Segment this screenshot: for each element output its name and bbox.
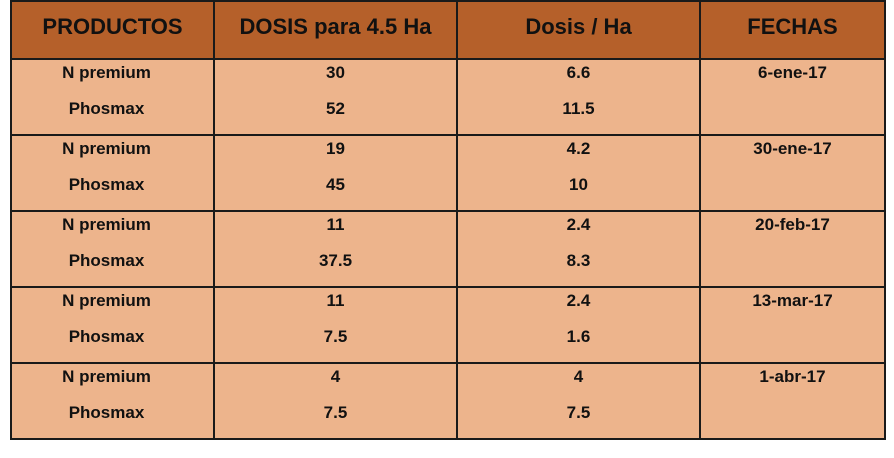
product-name: N premium [62, 63, 151, 82]
dose-total-value: 11 [326, 215, 345, 234]
header-row: PRODUCTOS DOSIS para 4.5 Ha Dosis / Ha F… [10, 0, 886, 60]
date-cell: 1-abr-17 [699, 362, 886, 440]
header-label: DOSIS para 4.5 Ha [239, 14, 432, 39]
date-cell: 13-mar-17 [699, 286, 886, 364]
dose-per-ha-value: 4.2 [566, 139, 591, 158]
dose-total-value: 7.5 [323, 327, 348, 346]
products-cell: N premium Phosmax [10, 210, 215, 288]
dose-total-cell: 30 52 [213, 58, 458, 136]
date-cell: 6-ene-17 [699, 58, 886, 136]
header-productos: PRODUCTOS [10, 0, 215, 60]
table-row: N premium Phosmax 11 7.5 2.4 1.6 13-mar-… [10, 286, 886, 364]
dose-total-value: 52 [326, 99, 345, 118]
date-value: 20-feb-17 [755, 215, 830, 234]
table-row: N premium Phosmax 4 7.5 4 7.5 1-abr-17 [10, 362, 886, 440]
dose-total-value: 11 [326, 291, 345, 310]
product-name: Phosmax [68, 251, 145, 270]
dose-total-cell: 19 45 [213, 134, 458, 212]
header-label: PRODUCTOS [42, 14, 183, 39]
dose-total-value: 19 [326, 139, 345, 158]
dose-per-ha-value: 4 [573, 367, 584, 386]
product-name: Phosmax [68, 403, 145, 422]
header-fechas: FECHAS [699, 0, 886, 60]
header-dosis-total: DOSIS para 4.5 Ha [213, 0, 458, 60]
header-dosis-por-ha: Dosis / Ha [456, 0, 701, 60]
dose-total-value: 4 [330, 367, 341, 386]
fertilizer-schedule-table: PRODUCTOS DOSIS para 4.5 Ha Dosis / Ha F… [10, 0, 886, 440]
header-label: Dosis / Ha [525, 14, 632, 39]
product-name: N premium [62, 215, 151, 234]
product-name: N premium [62, 367, 151, 386]
date-value: 6-ene-17 [758, 63, 827, 82]
table-row: N premium Phosmax 30 52 6.6 11.5 6-ene-1… [10, 58, 886, 136]
dose-per-ha-value: 2.4 [566, 291, 591, 310]
date-cell: 30-ene-17 [699, 134, 886, 212]
dose-per-ha-cell: 6.6 11.5 [456, 58, 701, 136]
dose-per-ha-value: 10 [569, 175, 588, 194]
dose-total-value: 37.5 [318, 251, 353, 270]
table-row: N premium Phosmax 19 45 4.2 10 30-ene-17 [10, 134, 886, 212]
dose-total-value: 45 [326, 175, 345, 194]
product-name: N premium [62, 139, 151, 158]
dose-per-ha-value: 6.6 [566, 63, 591, 82]
product-name: Phosmax [68, 99, 145, 118]
dose-per-ha-cell: 2.4 1.6 [456, 286, 701, 364]
date-value: 30-ene-17 [753, 139, 832, 158]
product-name: Phosmax [68, 175, 145, 194]
dose-total-cell: 11 37.5 [213, 210, 458, 288]
date-value: 13-mar-17 [752, 291, 833, 310]
dose-per-ha-value: 2.4 [566, 215, 591, 234]
dose-per-ha-cell: 4.2 10 [456, 134, 701, 212]
product-name: Phosmax [68, 327, 145, 346]
products-cell: N premium Phosmax [10, 58, 215, 136]
dose-per-ha-value: 8.3 [566, 251, 591, 270]
products-cell: N premium Phosmax [10, 362, 215, 440]
dose-total-cell: 4 7.5 [213, 362, 458, 440]
product-name: N premium [62, 291, 151, 310]
dose-total-value: 7.5 [323, 403, 348, 422]
products-cell: N premium Phosmax [10, 286, 215, 364]
dose-total-value: 30 [326, 63, 345, 82]
table-row: N premium Phosmax 11 37.5 2.4 8.3 20-feb… [10, 210, 886, 288]
date-value: 1-abr-17 [759, 367, 826, 386]
header-label: FECHAS [747, 14, 838, 39]
dose-per-ha-cell: 4 7.5 [456, 362, 701, 440]
dose-total-cell: 11 7.5 [213, 286, 458, 364]
dose-per-ha-value: 1.6 [566, 327, 591, 346]
dose-per-ha-cell: 2.4 8.3 [456, 210, 701, 288]
dose-per-ha-value: 7.5 [566, 403, 591, 422]
dose-per-ha-value: 11.5 [562, 99, 595, 118]
date-cell: 20-feb-17 [699, 210, 886, 288]
products-cell: N premium Phosmax [10, 134, 215, 212]
